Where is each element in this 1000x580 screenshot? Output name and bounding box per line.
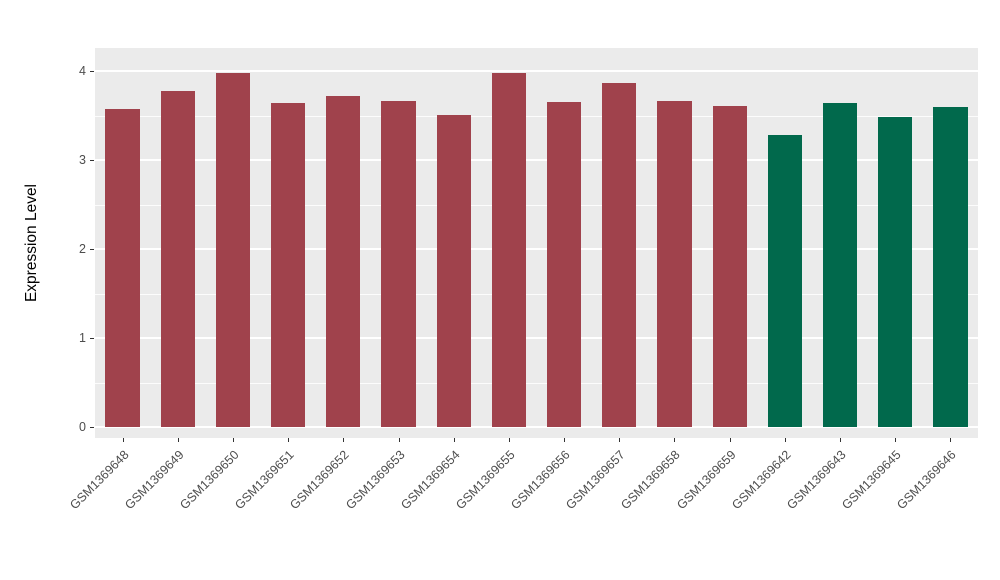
- bar: [878, 117, 913, 427]
- x-axis-tick: [288, 438, 290, 442]
- x-axis-tick: [453, 438, 455, 442]
- x-axis-tick: [177, 438, 179, 442]
- x-tick-label: GSM1369646: [894, 447, 960, 513]
- x-axis-tick: [232, 438, 234, 442]
- bar: [657, 101, 692, 427]
- bar: [160, 90, 195, 427]
- gridline-major: [95, 70, 978, 72]
- gridline-minor: [95, 382, 978, 384]
- y-axis-tick: [90, 427, 94, 428]
- y-axis-tick: [90, 338, 94, 339]
- bar: [822, 103, 858, 427]
- x-axis-tick: [508, 438, 510, 442]
- y-tick-label: 4: [79, 64, 86, 78]
- x-axis-tick: [564, 438, 566, 442]
- bar: [215, 72, 251, 427]
- x-axis-tick: [950, 438, 952, 442]
- x-axis-tick: [343, 438, 345, 442]
- gridline-major: [95, 426, 978, 428]
- x-axis-tick: [398, 438, 400, 442]
- y-tick-label: 1: [79, 331, 86, 345]
- bar: [546, 102, 582, 427]
- gridline-minor: [95, 293, 978, 295]
- gridline-minor: [95, 115, 978, 117]
- bar: [712, 105, 747, 427]
- bar: [105, 109, 140, 427]
- y-axis-title: Expression Level: [23, 183, 40, 303]
- x-axis-tick: [729, 438, 731, 442]
- bar: [326, 95, 361, 427]
- x-axis-tick: [895, 438, 897, 442]
- x-axis-tick: [674, 438, 676, 442]
- bar: [381, 101, 416, 427]
- y-axis-tick: [90, 160, 94, 161]
- x-axis-tick: [840, 438, 842, 442]
- gridline-major: [95, 337, 978, 339]
- y-axis-tick: [90, 71, 94, 72]
- x-axis-tick: [784, 438, 786, 442]
- y-tick-label: 0: [79, 420, 86, 434]
- bar: [933, 107, 968, 427]
- gridline-minor: [95, 204, 978, 206]
- bar: [271, 103, 306, 427]
- y-tick-label: 3: [79, 153, 86, 167]
- gridline-major: [95, 248, 978, 250]
- y-tick-label: 2: [79, 242, 86, 256]
- bar: [767, 135, 802, 427]
- bar: [602, 82, 637, 427]
- x-axis-tick: [619, 438, 621, 442]
- y-axis-tick: [90, 249, 94, 250]
- gridline-major: [95, 159, 978, 161]
- x-axis-tick: [122, 438, 124, 442]
- chart-panel: [95, 48, 978, 438]
- bar: [491, 72, 526, 427]
- bar: [436, 114, 471, 427]
